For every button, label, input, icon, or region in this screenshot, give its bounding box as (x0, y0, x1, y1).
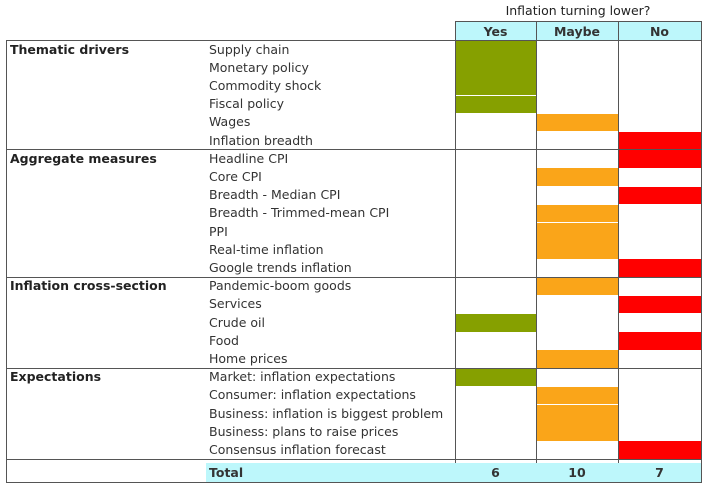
row-label: Supply chain (209, 41, 290, 57)
row-label: Market: inflation expectations (209, 369, 396, 385)
signal-cell-yes (455, 41, 536, 59)
row-label: Breadth - Median CPI (209, 187, 341, 203)
row-label: PPI (209, 223, 228, 239)
column-divider (536, 21, 537, 483)
group-separator (6, 368, 701, 369)
signal-cell-maybe (536, 241, 618, 259)
signal-cell-maybe (536, 350, 618, 369)
column-divider (618, 21, 619, 483)
row-label: Home prices (209, 350, 288, 366)
row-label: Fiscal policy (209, 96, 285, 112)
signal-cell-maybe (536, 113, 618, 132)
signal-cell-maybe (536, 386, 618, 405)
row-label: Breadth - Trimmed-mean CPI (209, 205, 390, 221)
total-yes: 6 (491, 465, 500, 480)
column-header-yes: Yes (455, 21, 536, 40)
signal-cell-yes (455, 95, 536, 114)
table-title: Inflation turning lower? (505, 3, 651, 18)
total-row-band (206, 463, 701, 482)
row-label: Real-time inflation (209, 241, 324, 257)
signal-cell-no (618, 332, 701, 350)
signal-cell-no (618, 132, 701, 150)
group-label: Expectations (10, 369, 102, 385)
signal-cell-no (618, 259, 701, 278)
total-label: Total (209, 465, 244, 480)
row-label: Crude oil (209, 314, 265, 330)
table-top-border (6, 40, 701, 41)
row-label: Google trends inflation (209, 259, 352, 275)
table-bottom-border (6, 482, 701, 483)
column-header-no: No (618, 21, 701, 40)
row-label: Pandemic-boom goods (209, 278, 352, 294)
total-maybe: 10 (568, 465, 586, 480)
signal-cell-yes (455, 77, 536, 96)
row-label: Wages (209, 114, 251, 130)
row-label: Headline CPI (209, 150, 289, 166)
signal-cell-maybe (536, 277, 618, 296)
group-label: Aggregate measures (10, 150, 157, 166)
row-label: Core CPI (209, 168, 262, 184)
row-label: Commodity shock (209, 77, 322, 93)
column-header-maybe: Maybe (536, 21, 618, 40)
table-left-border (6, 40, 7, 483)
signal-cell-yes (455, 368, 536, 387)
row-label: Inflation breadth (209, 132, 313, 148)
signal-cell-no (618, 186, 701, 205)
signal-cell-yes (455, 59, 536, 77)
column-divider (455, 21, 456, 483)
row-label: Consumer: inflation expectations (209, 387, 416, 403)
total-no: 7 (655, 465, 664, 480)
group-separator (6, 277, 701, 278)
row-label: Business: plans to raise prices (209, 423, 399, 439)
group-label: Inflation cross-section (10, 278, 167, 294)
signal-cell-maybe (536, 223, 618, 241)
signal-cell-maybe (536, 405, 618, 423)
group-separator (6, 459, 701, 460)
signal-cell-maybe (536, 168, 618, 187)
signal-cell-no (618, 441, 701, 460)
group-label: Thematic drivers (10, 41, 130, 57)
signal-cell-yes (455, 314, 536, 332)
row-label: Food (209, 332, 239, 348)
row-label: Monetary policy (209, 59, 309, 75)
signal-cell-maybe (536, 423, 618, 441)
row-label: Business: inflation is biggest problem (209, 405, 444, 421)
column-divider (701, 21, 702, 483)
signal-cell-maybe (536, 204, 618, 223)
signal-cell-no (618, 295, 701, 314)
row-label: Consensus inflation forecast (209, 441, 386, 457)
group-separator (6, 149, 701, 150)
row-label: Services (209, 296, 262, 312)
signal-cell-no (618, 150, 701, 168)
